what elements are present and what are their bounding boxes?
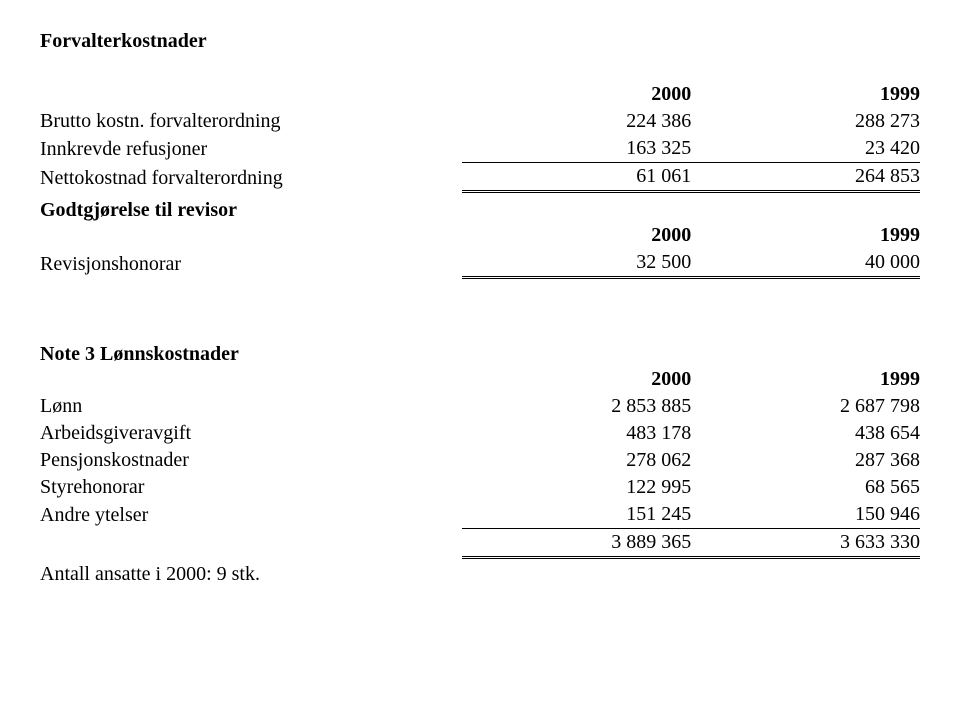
cell-value: 264 853 [691,163,920,192]
year-header-b: 1999 [691,366,920,393]
heading-godtgjorelse: Godtgjørelse til revisor [40,199,920,222]
table-lonnskostnader: 2000 1999 Lønn 2 853 885 2 687 798 Arbei… [40,366,920,559]
row-label: Nettokostnad forvalterordning [40,163,462,192]
footer-note: Antall ansatte i 2000: 9 stk. [40,563,920,586]
cell-value: 151 245 [462,501,691,529]
cell-value: 61 061 [462,163,691,192]
table-forvalterkostnader: 2000 1999 Brutto kostn. forvalterordning… [40,81,920,193]
cell-value: 150 946 [691,501,920,529]
table-total-row: Nettokostnad forvalterordning 61 061 264… [40,163,920,192]
year-header-a: 2000 [462,222,691,249]
cell-value: 224 386 [462,108,691,135]
table-total-row: 3 889 365 3 633 330 [40,529,920,558]
cell-value: 68 565 [691,474,920,501]
cell-value: 32 500 [462,249,691,278]
cell-value: 40 000 [691,249,920,278]
table-row: Lønn 2 853 885 2 687 798 [40,393,920,420]
heading-forvalterkostnader: Forvalterkostnader [40,30,920,53]
cell-value: 163 325 [462,135,691,163]
row-label: Pensjonskostnader [40,447,462,474]
year-header-a: 2000 [462,366,691,393]
cell-value: 3 889 365 [462,529,691,558]
row-label: Innkrevde refusjoner [40,135,462,163]
cell-value: 23 420 [691,135,920,163]
year-header-a: 2000 [462,81,691,108]
row-label: Andre ytelser [40,501,462,529]
cell-value: 438 654 [691,420,920,447]
table-row: Arbeidsgiveravgift 483 178 438 654 [40,420,920,447]
cell-value: 288 273 [691,108,920,135]
heading-lonnskostnader: Note 3 Lønnskostnader [40,343,920,366]
row-label: Lønn [40,393,462,420]
year-header-b: 1999 [691,81,920,108]
cell-value: 2 687 798 [691,393,920,420]
row-label: Arbeidsgiveravgift [40,420,462,447]
table-godtgjorelse: 2000 1999 Revisjonshonorar 32 500 40 000 [40,222,920,279]
cell-value: 2 853 885 [462,393,691,420]
cell-value: 287 368 [691,447,920,474]
row-label: Brutto kostn. forvalterordning [40,108,462,135]
table-row: Innkrevde refusjoner 163 325 23 420 [40,135,920,163]
row-label: Styrehonorar [40,474,462,501]
cell-value: 3 633 330 [691,529,920,558]
cell-value: 483 178 [462,420,691,447]
year-header-b: 1999 [691,222,920,249]
cell-value: 122 995 [462,474,691,501]
cell-value: 278 062 [462,447,691,474]
table-row: Andre ytelser 151 245 150 946 [40,501,920,529]
table-row: Revisjonshonorar 32 500 40 000 [40,249,920,278]
table-row: Styrehonorar 122 995 68 565 [40,474,920,501]
table-row: Brutto kostn. forvalterordning 224 386 2… [40,108,920,135]
row-label: Revisjonshonorar [40,249,462,278]
table-row: Pensjonskostnader 278 062 287 368 [40,447,920,474]
